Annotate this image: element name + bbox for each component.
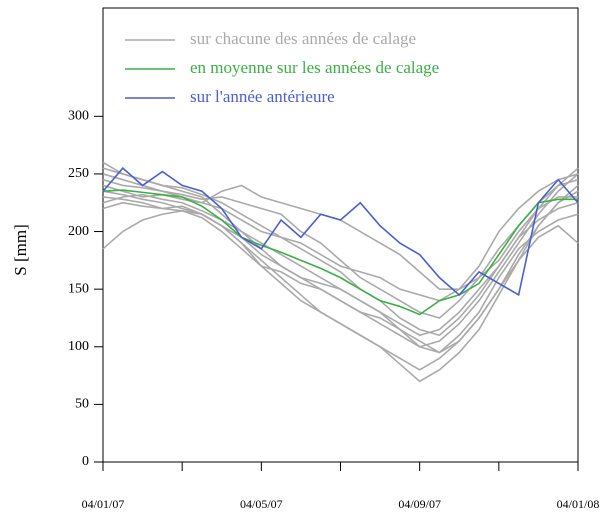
legend-label: sur l'année antérieure bbox=[190, 87, 335, 106]
y-tick-label: 250 bbox=[68, 166, 89, 181]
y-axis-label: S [mm] bbox=[11, 224, 30, 275]
series-line bbox=[102, 201, 579, 354]
y-tick-label: 50 bbox=[75, 397, 89, 412]
legend-label: sur chacune des années de calage bbox=[190, 29, 416, 48]
x-tick-label: 04/01/08 bbox=[557, 497, 600, 511]
series-line bbox=[102, 167, 579, 297]
series-line bbox=[102, 189, 578, 316]
y-tick-label: 200 bbox=[68, 224, 89, 239]
series-line bbox=[102, 178, 579, 319]
y-tick-label: 300 bbox=[68, 109, 89, 124]
x-tick-label: 04/01/07 bbox=[82, 497, 125, 511]
y-tick-label: 100 bbox=[68, 339, 89, 354]
x-tick-label: 04/05/07 bbox=[240, 497, 283, 511]
x-tick-label: 04/09/07 bbox=[398, 497, 441, 511]
legend-label: en moyenne sur les années de calage bbox=[190, 58, 439, 77]
y-tick-label: 0 bbox=[82, 454, 89, 469]
y-tick-label: 150 bbox=[68, 281, 89, 296]
series-line bbox=[102, 167, 578, 302]
series-line bbox=[102, 193, 579, 354]
series-line bbox=[102, 190, 579, 383]
